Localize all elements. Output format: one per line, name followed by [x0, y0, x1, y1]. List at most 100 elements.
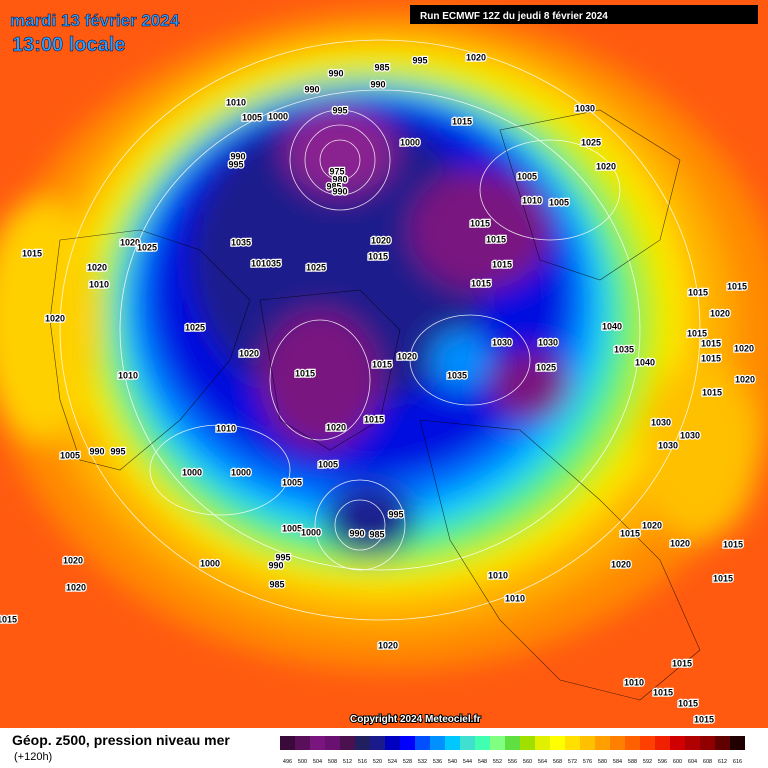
isobar-label: 1000: [231, 467, 251, 477]
scale-swatch: [520, 736, 535, 750]
isobar-label: 1015: [372, 359, 392, 369]
lead-time: (+120h): [14, 751, 52, 763]
isobar-label: 1015: [452, 116, 472, 126]
isobar-label: 1010: [118, 370, 138, 380]
scale-swatch: [340, 736, 355, 750]
isobar-label: 1015: [364, 414, 384, 424]
scale-label: 536: [433, 759, 442, 765]
footer-title: Géop. z500, pression niveau mer: [12, 732, 230, 748]
isobar-label: 1020: [734, 343, 754, 353]
scale-swatch: [730, 736, 745, 750]
isobar-label: 1000: [400, 137, 420, 147]
isobar-label: 1030: [658, 440, 678, 450]
scale-swatch: [580, 736, 595, 750]
scale-swatch: [535, 736, 550, 750]
isobar-label: 990: [349, 528, 364, 538]
isobar-label: 1005: [282, 477, 302, 487]
isobar-label: 1000: [268, 111, 288, 121]
isobar-label: 1030: [651, 417, 671, 427]
scale-label: 596: [658, 759, 667, 765]
isobar-label: 990: [332, 186, 347, 196]
isobar-label: 985: [269, 579, 284, 589]
isobar-label: 1020: [466, 52, 486, 62]
isobar-label: 990: [89, 446, 104, 456]
isobar-label: 1015: [368, 251, 388, 261]
scale-label: 580: [598, 759, 607, 765]
isobar-label: 985: [374, 62, 389, 72]
scale-swatch: [625, 736, 640, 750]
isobar-label: 1040: [635, 357, 655, 367]
isobar-label: 1015: [723, 539, 743, 549]
scale-label: 552: [493, 759, 502, 765]
isobar-label: 1020: [397, 351, 417, 361]
scale-label: 504: [313, 759, 322, 765]
scale-swatch: [400, 736, 415, 750]
isobar-label: 1015: [694, 714, 714, 724]
geopotential-field: [0, 0, 768, 728]
scale-swatch: [565, 736, 580, 750]
scale-label: 568: [553, 759, 562, 765]
scale-swatch: [370, 736, 385, 750]
isobar-label: 1005: [282, 523, 302, 533]
isobar-label: 101035: [251, 258, 281, 268]
isobar-label: 1015: [620, 528, 640, 538]
isobar-label: 995: [412, 55, 427, 65]
scale-swatch: [280, 736, 295, 750]
scale-swatch: [685, 736, 700, 750]
isobar-label: 1020: [378, 640, 398, 650]
isobar-label: 1020: [642, 520, 662, 530]
isobar-label: 985: [326, 181, 341, 191]
isobar-label: 995: [110, 446, 125, 456]
scale-label: 616: [733, 759, 742, 765]
scale-label: 544: [463, 759, 472, 765]
isobar-label: 990: [268, 560, 283, 570]
scale-swatch: [550, 736, 565, 750]
scale-swatch: [700, 736, 715, 750]
isobar-label: 1025: [137, 242, 157, 252]
isobar-label: 1020: [596, 161, 616, 171]
isobar-label: 1035: [614, 344, 634, 354]
isobar-label: 990: [304, 84, 319, 94]
isobar-label: 1015: [492, 259, 512, 269]
isobar-label: 1015: [713, 573, 733, 583]
isobar-label: 1025: [536, 362, 556, 372]
isobar-label: 1000: [200, 558, 220, 568]
scale-label: 560: [523, 759, 532, 765]
scale-label: 612: [718, 759, 727, 765]
scale-swatch: [715, 736, 730, 750]
isobar-label: 1020: [87, 262, 107, 272]
isobar-label: 1035: [231, 237, 251, 247]
isobar-label: 1015: [653, 687, 673, 697]
isobar-label: 1005: [60, 450, 80, 460]
isobar-label: 1030: [575, 103, 595, 113]
scale-label: 512: [343, 759, 352, 765]
isobar-label: 995: [332, 105, 347, 115]
isobar-label: 1010: [505, 593, 525, 603]
isobar-label: 1015: [701, 353, 721, 363]
isobar-label: 995: [228, 159, 243, 169]
isobar-label: 1000: [182, 467, 202, 477]
scale-label: 592: [643, 759, 652, 765]
isobar-label: 1015: [22, 248, 42, 258]
isobar-label: 1010: [522, 195, 542, 205]
run-info: Run ECMWF 12Z du jeudi 8 février 2024: [420, 11, 608, 22]
isobar-label: 1010: [226, 97, 246, 107]
scale-swatch: [595, 736, 610, 750]
isobar-label: 1005: [242, 112, 262, 122]
isobar-label: 1015: [470, 218, 490, 228]
isobar-label: 1020: [670, 538, 690, 548]
scale-label: 496: [283, 759, 292, 765]
scale-label: 564: [538, 759, 547, 765]
scale-label: 556: [508, 759, 517, 765]
scale-swatch: [325, 736, 340, 750]
scale-swatch: [415, 736, 430, 750]
scale-swatch: [475, 736, 490, 750]
isobar-label: 1010: [89, 279, 109, 289]
scale-swatch: [295, 736, 310, 750]
isobar-label: 1015: [701, 338, 721, 348]
scale-label: 520: [373, 759, 382, 765]
scale-swatch: [385, 736, 400, 750]
isobar-label: 1030: [538, 337, 558, 347]
scale-swatch: [655, 736, 670, 750]
